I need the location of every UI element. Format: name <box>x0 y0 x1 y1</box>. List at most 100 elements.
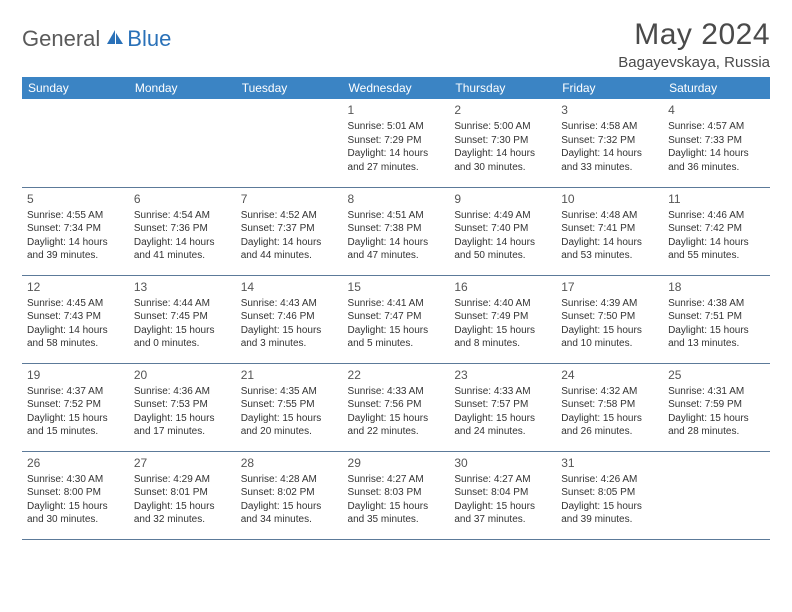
calendar-day-cell: 12Sunrise: 4:45 AMSunset: 7:43 PMDayligh… <box>22 275 129 363</box>
sunrise-line: Sunrise: 4:32 AM <box>561 385 658 399</box>
sunrise-line: Sunrise: 4:33 AM <box>348 385 445 399</box>
day-number: 11 <box>668 191 765 207</box>
day-number: 18 <box>668 279 765 295</box>
calendar-day-cell: 5Sunrise: 4:55 AMSunset: 7:34 PMDaylight… <box>22 187 129 275</box>
sunset-line: Sunset: 7:34 PM <box>27 222 124 236</box>
day-number: 25 <box>668 367 765 383</box>
sunset-line: Sunset: 8:00 PM <box>27 486 124 500</box>
calendar-table: SundayMondayTuesdayWednesdayThursdayFrid… <box>22 77 770 540</box>
sunrise-line: Sunrise: 4:54 AM <box>134 209 231 223</box>
calendar-week-row: 12Sunrise: 4:45 AMSunset: 7:43 PMDayligh… <box>22 275 770 363</box>
sunset-line: Sunset: 8:04 PM <box>454 486 551 500</box>
day-number: 21 <box>241 367 338 383</box>
calendar-day-cell <box>129 99 236 187</box>
calendar-day-cell: 31Sunrise: 4:26 AMSunset: 8:05 PMDayligh… <box>556 451 663 539</box>
daylight-line: Daylight: 15 hours and 35 minutes. <box>348 500 445 527</box>
sunset-line: Sunset: 7:46 PM <box>241 310 338 324</box>
sunset-line: Sunset: 7:33 PM <box>668 134 765 148</box>
calendar-day-cell <box>236 99 343 187</box>
sunset-line: Sunset: 7:30 PM <box>454 134 551 148</box>
daylight-line: Daylight: 14 hours and 58 minutes. <box>27 324 124 351</box>
calendar-week-row: 26Sunrise: 4:30 AMSunset: 8:00 PMDayligh… <box>22 451 770 539</box>
sunset-line: Sunset: 7:57 PM <box>454 398 551 412</box>
daylight-line: Daylight: 14 hours and 53 minutes. <box>561 236 658 263</box>
daylight-line: Daylight: 14 hours and 41 minutes. <box>134 236 231 263</box>
logo-text-general: General <box>22 26 100 52</box>
daylight-line: Daylight: 15 hours and 28 minutes. <box>668 412 765 439</box>
calendar-day-cell: 26Sunrise: 4:30 AMSunset: 8:00 PMDayligh… <box>22 451 129 539</box>
calendar-day-cell: 11Sunrise: 4:46 AMSunset: 7:42 PMDayligh… <box>663 187 770 275</box>
daylight-line: Daylight: 15 hours and 15 minutes. <box>27 412 124 439</box>
weekday-header: Friday <box>556 77 663 99</box>
daylight-line: Daylight: 15 hours and 22 minutes. <box>348 412 445 439</box>
sunset-line: Sunset: 7:47 PM <box>348 310 445 324</box>
daylight-line: Daylight: 14 hours and 33 minutes. <box>561 147 658 174</box>
day-number: 19 <box>27 367 124 383</box>
sunset-line: Sunset: 8:03 PM <box>348 486 445 500</box>
calendar-week-row: 19Sunrise: 4:37 AMSunset: 7:52 PMDayligh… <box>22 363 770 451</box>
sunset-line: Sunset: 7:59 PM <box>668 398 765 412</box>
calendar-day-cell: 25 Sunrise: 4:31 AMSunset: 7:59 PMDayligh… <box>663 363 770 451</box>
sunrise-line: Sunrise: 4:35 AM <box>241 385 338 399</box>
sunrise-line: Sunrise: 4:43 AM <box>241 297 338 311</box>
day-number: 4 <box>668 102 765 118</box>
daylight-line: Daylight: 15 hours and 39 minutes. <box>561 500 658 527</box>
sunset-line: Sunset: 7:36 PM <box>134 222 231 236</box>
daylight-line: Daylight: 15 hours and 3 minutes. <box>241 324 338 351</box>
sunrise-line: Sunrise: 4:45 AM <box>27 297 124 311</box>
sunrise-line: Sunrise: 4:27 AM <box>454 473 551 487</box>
sunrise-line: Sunrise: 4:49 AM <box>454 209 551 223</box>
calendar-day-cell <box>663 451 770 539</box>
daylight-line: Daylight: 15 hours and 37 minutes. <box>454 500 551 527</box>
sunset-line: Sunset: 7:49 PM <box>454 310 551 324</box>
sunset-line: Sunset: 7:56 PM <box>348 398 445 412</box>
logo-sail-icon <box>105 28 125 51</box>
sunrise-line: Sunrise: 4:48 AM <box>561 209 658 223</box>
sunrise-line: Sunrise: 4:58 AM <box>561 120 658 134</box>
weekday-header: Sunday <box>22 77 129 99</box>
calendar-day-cell: 22Sunrise: 4:33 AMSunset: 7:56 PMDayligh… <box>343 363 450 451</box>
daylight-line: Daylight: 14 hours and 27 minutes. <box>348 147 445 174</box>
calendar-day-cell: 30Sunrise: 4:27 AMSunset: 8:04 PMDayligh… <box>449 451 556 539</box>
calendar-day-cell: 23Sunrise: 4:33 AMSunset: 7:57 PMDayligh… <box>449 363 556 451</box>
calendar-day-cell: 27Sunrise: 4:29 AMSunset: 8:01 PMDayligh… <box>129 451 236 539</box>
calendar-day-cell: 6 Sunrise: 4:54 AMSunset: 7:36 PMDaylight… <box>129 187 236 275</box>
day-number: 2 <box>454 102 551 118</box>
sunset-line: Sunset: 7:51 PM <box>668 310 765 324</box>
sunrise-line: Sunrise: 4:31 AM <box>668 385 765 399</box>
sunset-line: Sunset: 7:41 PM <box>561 222 658 236</box>
calendar-body: 1Sunrise: 5:01 AMSunset: 7:29 PMDaylight… <box>22 99 770 539</box>
day-number: 28 <box>241 455 338 471</box>
calendar-day-cell: 15Sunrise: 4:41 AMSunset: 7:47 PMDayligh… <box>343 275 450 363</box>
daylight-line: Daylight: 15 hours and 10 minutes. <box>561 324 658 351</box>
sunrise-line: Sunrise: 4:27 AM <box>348 473 445 487</box>
day-number: 20 <box>134 367 231 383</box>
sunrise-line: Sunrise: 4:51 AM <box>348 209 445 223</box>
sunrise-line: Sunrise: 4:44 AM <box>134 297 231 311</box>
sunset-line: Sunset: 7:55 PM <box>241 398 338 412</box>
title-block: May 2024 Bagayevskaya, Russia <box>618 18 770 71</box>
daylight-line: Daylight: 14 hours and 50 minutes. <box>454 236 551 263</box>
weekday-header: Monday <box>129 77 236 99</box>
sunrise-line: Sunrise: 4:52 AM <box>241 209 338 223</box>
sunrise-line: Sunrise: 5:01 AM <box>348 120 445 134</box>
day-number: 7 <box>241 191 338 207</box>
sunset-line: Sunset: 8:05 PM <box>561 486 658 500</box>
sunrise-line: Sunrise: 4:28 AM <box>241 473 338 487</box>
sunrise-line: Sunrise: 5:00 AM <box>454 120 551 134</box>
daylight-line: Daylight: 14 hours and 36 minutes. <box>668 147 765 174</box>
sunrise-line: Sunrise: 4:29 AM <box>134 473 231 487</box>
sunrise-line: Sunrise: 4:37 AM <box>27 385 124 399</box>
day-number: 27 <box>134 455 231 471</box>
calendar-day-cell: 20Sunrise: 4:36 AMSunset: 7:53 PMDayligh… <box>129 363 236 451</box>
daylight-line: Daylight: 14 hours and 39 minutes. <box>27 236 124 263</box>
sunset-line: Sunset: 7:42 PM <box>668 222 765 236</box>
calendar-day-cell: 18Sunrise: 4:38 AMSunset: 7:51 PMDayligh… <box>663 275 770 363</box>
logo-text-blue: Blue <box>127 26 171 52</box>
calendar-header-row: SundayMondayTuesdayWednesdayThursdayFrid… <box>22 77 770 99</box>
calendar-week-row: 1Sunrise: 5:01 AMSunset: 7:29 PMDaylight… <box>22 99 770 187</box>
sunset-line: Sunset: 8:01 PM <box>134 486 231 500</box>
calendar-day-cell: 1Sunrise: 5:01 AMSunset: 7:29 PMDaylight… <box>343 99 450 187</box>
header: General Blue May 2024 Bagayevskaya, Russ… <box>22 18 770 71</box>
day-number: 6 <box>134 191 231 207</box>
